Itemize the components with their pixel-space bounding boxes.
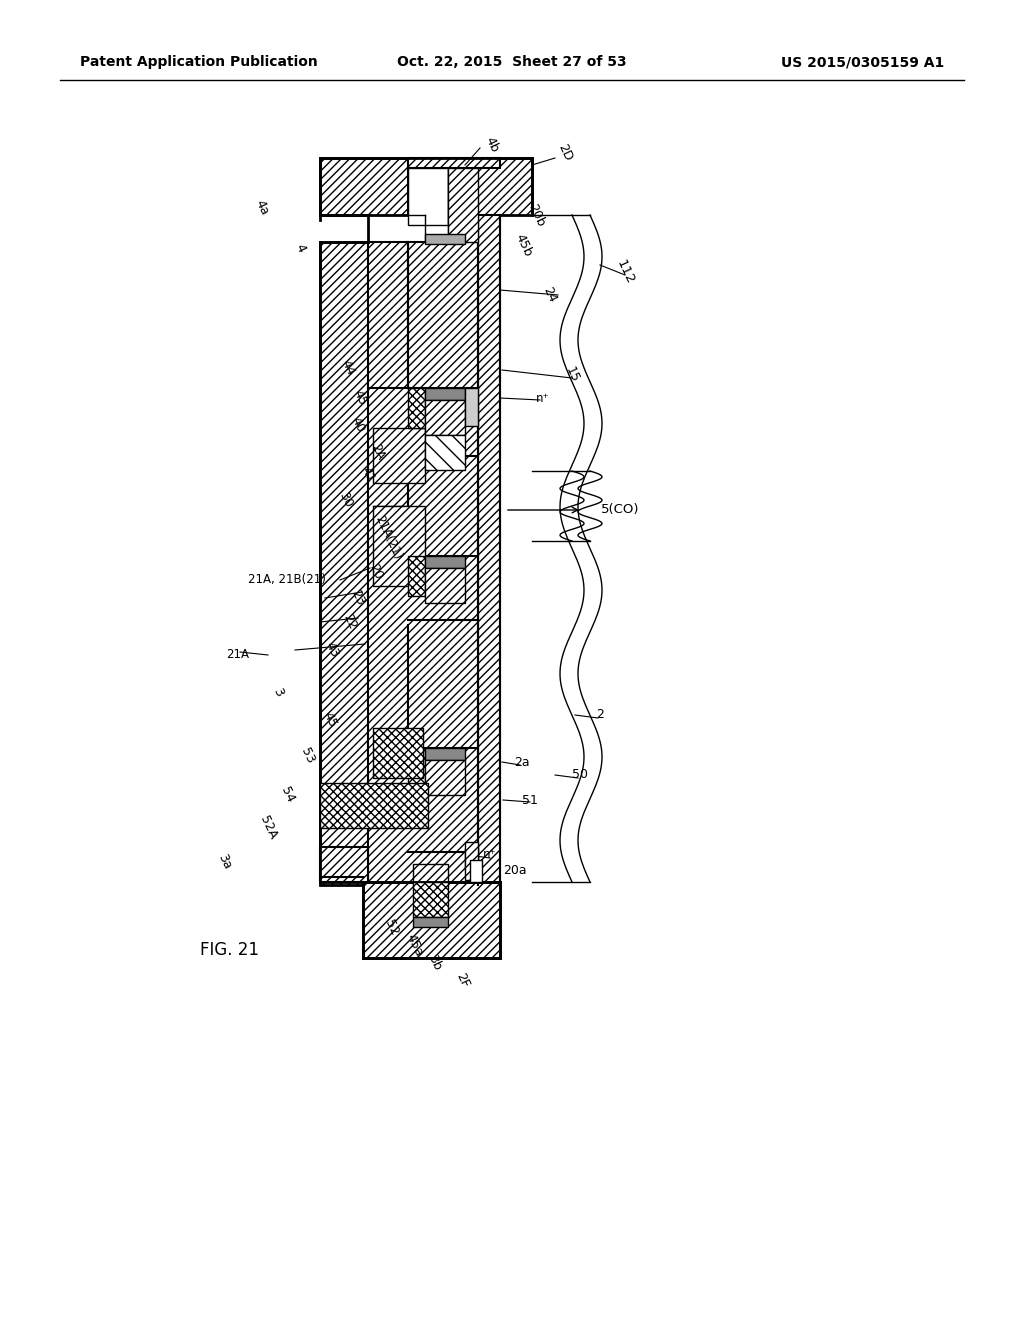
Bar [319, 158, 532, 215]
Bar [362, 882, 500, 958]
Text: 52A: 52A [257, 814, 280, 842]
Text: 40: 40 [349, 414, 368, 436]
Bar [373, 428, 425, 483]
Text: 3a: 3a [216, 853, 234, 871]
Text: 2a: 2a [514, 755, 529, 768]
Bar [425, 234, 465, 244]
Bar [425, 556, 465, 568]
Bar [408, 158, 500, 168]
Bar [465, 847, 478, 870]
Bar [470, 861, 482, 882]
Text: 44: 44 [339, 358, 357, 378]
Text: 22: 22 [341, 612, 359, 632]
Text: 4b: 4b [482, 135, 501, 154]
Bar [425, 748, 465, 760]
Bar [408, 388, 425, 428]
Text: 43: 43 [323, 640, 341, 660]
Text: 4: 4 [293, 242, 307, 255]
Bar [413, 865, 449, 884]
Bar [425, 400, 465, 436]
Text: 4a: 4a [253, 198, 271, 218]
Text: 51: 51 [522, 793, 538, 807]
Text: 23: 23 [349, 589, 368, 609]
Text: 15: 15 [563, 366, 582, 385]
Bar [425, 436, 465, 470]
Bar [373, 506, 425, 586]
Text: Oct. 22, 2015  Sheet 27 of 53: Oct. 22, 2015 Sheet 27 of 53 [397, 55, 627, 69]
Text: 45: 45 [321, 710, 339, 730]
Bar [319, 847, 368, 882]
Text: 24: 24 [541, 285, 559, 305]
Text: 45: 45 [351, 388, 370, 408]
Text: 2F: 2F [453, 970, 471, 990]
Bar [368, 242, 478, 884]
Text: n⁺: n⁺ [483, 849, 497, 862]
Text: 45b: 45b [513, 231, 535, 259]
Text: 20b: 20b [525, 202, 547, 228]
Bar [465, 842, 478, 880]
Text: US 2015/0305159 A1: US 2015/0305159 A1 [780, 55, 944, 69]
Text: n⁺: n⁺ [537, 392, 550, 404]
Text: 5(CO): 5(CO) [601, 503, 639, 516]
Text: 2A: 2A [369, 442, 387, 462]
Text: 2: 2 [596, 709, 604, 722]
Bar [408, 748, 425, 785]
Bar [319, 242, 368, 884]
Bar [319, 783, 428, 828]
Bar [425, 388, 465, 400]
Text: 112: 112 [613, 257, 636, 286]
Bar [425, 568, 465, 603]
Text: 45a: 45a [404, 932, 426, 958]
Text: 52: 52 [383, 917, 401, 939]
Text: 3b: 3b [426, 953, 444, 973]
Text: Patent Application Publication: Patent Application Publication [80, 55, 317, 69]
Text: 3: 3 [270, 685, 286, 698]
Text: 21A: 21A [226, 648, 250, 661]
Text: 50: 50 [572, 768, 588, 781]
Text: 2D: 2D [555, 141, 574, 162]
Text: 41: 41 [358, 465, 377, 484]
Bar [478, 215, 500, 890]
Bar [413, 917, 449, 927]
Text: 54: 54 [279, 785, 297, 805]
Bar [413, 882, 449, 917]
Text: 30: 30 [337, 490, 355, 510]
Bar [425, 760, 465, 795]
Text: 21A(21): 21A(21) [372, 513, 403, 562]
Bar [465, 388, 478, 426]
Text: 20a: 20a [503, 863, 526, 876]
Bar [449, 168, 478, 242]
Bar [373, 729, 423, 777]
Text: 53: 53 [299, 746, 317, 766]
Text: 20: 20 [367, 562, 385, 582]
Text: 21A, 21B(21): 21A, 21B(21) [248, 573, 326, 586]
Bar [408, 556, 425, 597]
Text: FIG. 21: FIG. 21 [200, 941, 259, 960]
Bar [408, 168, 449, 224]
